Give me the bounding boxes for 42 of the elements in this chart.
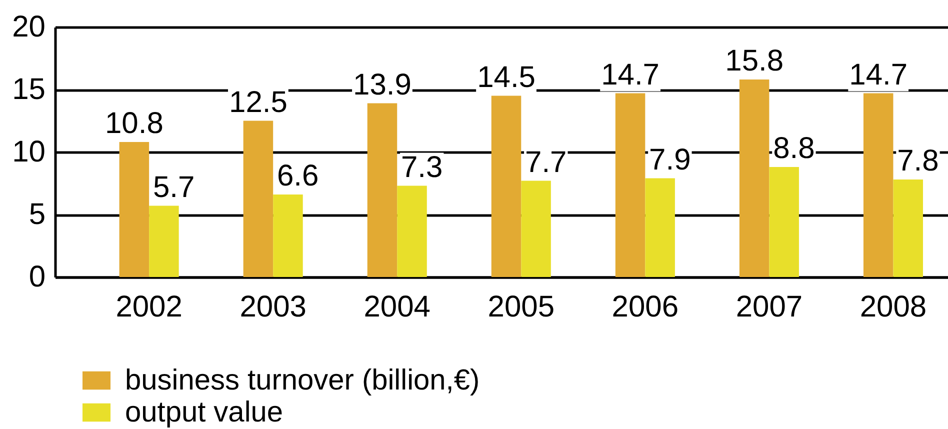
bar [273, 194, 303, 277]
bar [739, 80, 770, 277]
bar [149, 206, 179, 277]
bar [243, 120, 274, 277]
bar [367, 103, 398, 277]
data-label: 14.7 [601, 58, 660, 92]
x-tick-label: 2007 [736, 290, 803, 324]
data-label: 15.8 [725, 44, 784, 78]
data-label: 14.5 [477, 60, 536, 94]
bar [863, 93, 894, 277]
bar [893, 180, 923, 277]
data-label: 13.9 [353, 68, 412, 102]
data-label: 7.8 [897, 144, 939, 178]
x-tick-label: 2005 [488, 290, 555, 324]
data-label: 5.7 [152, 170, 195, 204]
legend-label: output value [125, 396, 284, 428]
data-label: 10.8 [104, 107, 164, 140]
y-tick-label: 0 [28, 260, 46, 294]
data-label: 7.3 [401, 150, 443, 184]
bar [645, 178, 675, 277]
data-label: 7.9 [649, 143, 691, 176]
x-tick-label: 2003 [240, 290, 306, 324]
data-label: 8.8 [773, 132, 815, 165]
data-label: 7.7 [525, 146, 567, 179]
data-label: 12.5 [229, 86, 288, 119]
bar [615, 93, 646, 277]
data-label: 14.7 [849, 58, 908, 92]
x-tick-label: 2004 [364, 290, 430, 324]
x-tick-label: 2006 [612, 290, 679, 324]
y-tick-label: 10 [12, 136, 46, 168]
y-tick-label: 5 [28, 198, 46, 231]
x-tick-label: 2008 [860, 290, 927, 324]
y-tick-label: 20 [12, 10, 46, 44]
x-tick-label: 2002 [116, 290, 182, 324]
bar [119, 142, 150, 277]
bar [769, 167, 799, 277]
data-label: 6.6 [276, 160, 319, 192]
bar [397, 186, 427, 277]
y-tick-label: 15 [12, 73, 46, 106]
legend-label: business turnover (billion,€) [125, 364, 480, 396]
bar [521, 180, 551, 277]
bar [491, 96, 522, 277]
